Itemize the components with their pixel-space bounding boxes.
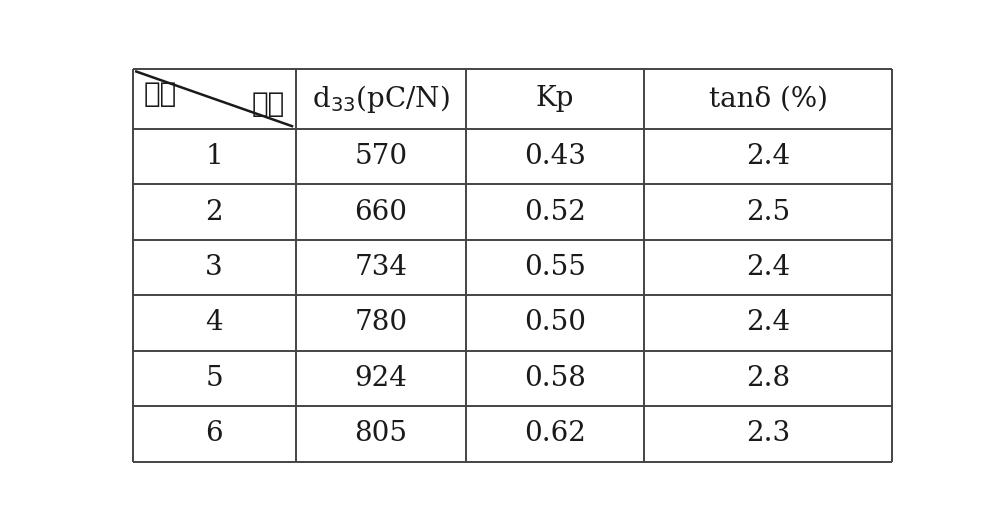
Text: 570: 570 (354, 143, 407, 170)
Text: 0.50: 0.50 (524, 310, 586, 336)
Text: 2.4: 2.4 (746, 310, 790, 336)
Text: 2.5: 2.5 (746, 198, 790, 226)
Text: 924: 924 (354, 365, 407, 392)
Text: Kp: Kp (536, 85, 574, 112)
Text: 6: 6 (205, 420, 223, 447)
Text: 2.4: 2.4 (746, 254, 790, 281)
Text: d$_{33}$(pC/N): d$_{33}$(pC/N) (312, 83, 450, 115)
Text: 2.3: 2.3 (746, 420, 790, 447)
Text: 3: 3 (205, 254, 223, 281)
Text: 2: 2 (205, 198, 223, 226)
Text: 0.62: 0.62 (524, 420, 586, 447)
Text: 2.8: 2.8 (746, 365, 790, 392)
Text: 2.4: 2.4 (746, 143, 790, 170)
Text: 805: 805 (354, 420, 407, 447)
Text: 0.43: 0.43 (524, 143, 586, 170)
Text: 4: 4 (205, 310, 223, 336)
Text: 0.52: 0.52 (524, 198, 586, 226)
Text: 0.58: 0.58 (524, 365, 586, 392)
Text: 0.55: 0.55 (524, 254, 586, 281)
Text: 780: 780 (354, 310, 407, 336)
Text: 660: 660 (354, 198, 407, 226)
Text: tanδ (%): tanδ (%) (709, 85, 828, 112)
Text: 实例: 实例 (144, 79, 177, 108)
Text: 5: 5 (205, 365, 223, 392)
Text: 参数: 参数 (251, 90, 285, 118)
Text: 734: 734 (354, 254, 407, 281)
Text: 1: 1 (205, 143, 223, 170)
